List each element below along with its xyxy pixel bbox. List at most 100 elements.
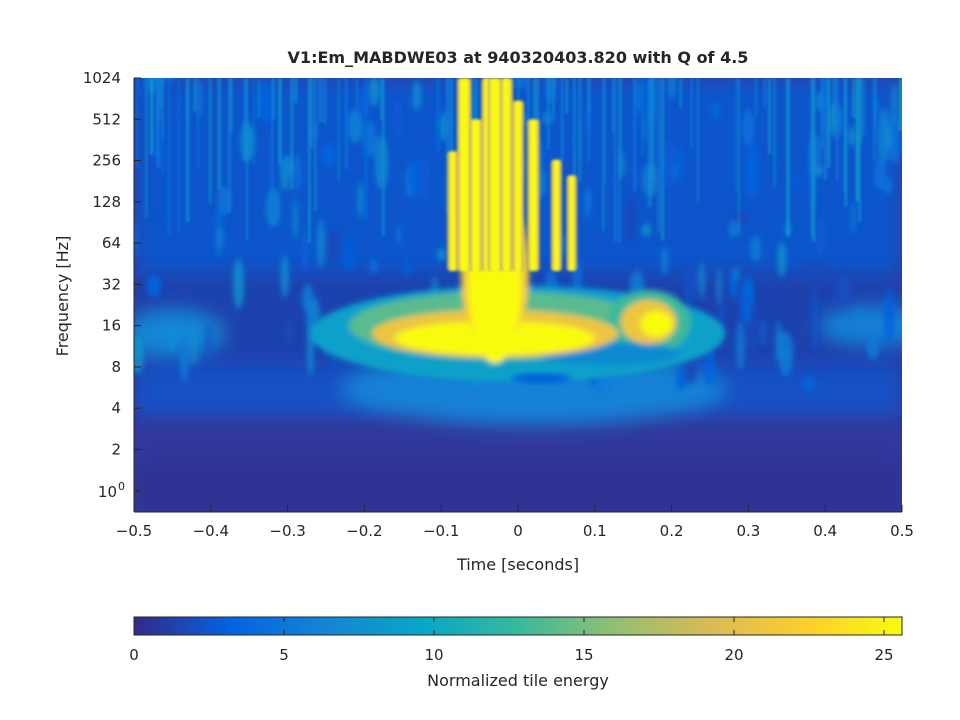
colorbar-tick-label: 20 [724, 646, 743, 664]
streak [822, 78, 826, 131]
streak [290, 78, 294, 190]
colorbar-tick-label: 25 [874, 646, 893, 664]
streak [860, 78, 863, 143]
texture-blob [883, 126, 893, 149]
streak [177, 78, 180, 234]
texture-blob [698, 261, 706, 299]
texture-blob [888, 112, 902, 165]
texture-blob [741, 109, 755, 147]
streak [844, 78, 848, 207]
texture-blob [778, 330, 794, 377]
texture-blob [392, 98, 404, 142]
texture-blob [514, 78, 528, 90]
texture-blob [166, 323, 177, 350]
x-tick-label: −0.5 [116, 522, 152, 540]
texture-blob [284, 319, 295, 345]
streak [649, 78, 652, 207]
x-tick-label: −0.3 [269, 522, 305, 540]
streak [185, 78, 190, 223]
streak [852, 78, 855, 118]
texture-blob [625, 192, 637, 243]
texture-blob [748, 301, 756, 354]
streak [228, 78, 231, 213]
streak [450, 78, 453, 180]
streak [136, 78, 139, 168]
streak [145, 78, 148, 218]
streak [470, 78, 474, 140]
streak [295, 78, 298, 103]
streak [344, 78, 348, 170]
finger-core [502, 78, 510, 272]
texture-blob [676, 367, 687, 391]
finger-core [490, 78, 500, 272]
texture-blob [137, 78, 150, 106]
texture-blob [624, 160, 639, 189]
texture-blob [673, 162, 678, 181]
texture-blob [205, 323, 212, 369]
streak [773, 78, 776, 187]
x-tick-label: −0.2 [346, 522, 382, 540]
streak [313, 78, 317, 211]
streak [618, 78, 621, 243]
chart-title: V1:Em_MABDWE03 at 940320403.820 with Q o… [288, 48, 749, 67]
texture-blob [156, 209, 161, 226]
y-tick-label: 512 [92, 110, 121, 128]
streak [898, 78, 902, 131]
texture-blob [749, 235, 762, 262]
texture-blob [891, 82, 898, 124]
y-tick-exponent: 0 [118, 480, 125, 493]
texture-blob [357, 180, 364, 220]
streak [587, 78, 590, 131]
streak [810, 78, 814, 236]
texture-blob [836, 274, 852, 302]
streak [193, 78, 196, 112]
texture-blob [719, 304, 725, 328]
texture-blob [661, 246, 669, 275]
streak [832, 78, 835, 126]
streak [633, 78, 637, 192]
streak [661, 78, 665, 241]
streak [278, 78, 282, 164]
colorbar-label: Normalized tile energy [427, 671, 609, 690]
streak [243, 78, 247, 161]
finger-core [459, 78, 469, 272]
streak [827, 78, 830, 168]
colorbar: 0 5 10 15 20 25 [129, 616, 903, 664]
x-axis-title: Time [seconds] [456, 555, 579, 574]
streak [536, 78, 540, 146]
texture-blob [710, 101, 721, 121]
streak [246, 78, 248, 241]
texture-blob [833, 288, 839, 314]
streak [604, 78, 607, 186]
texture-blob [792, 172, 799, 189]
high-frequency-streaks [136, 78, 902, 243]
texture-blob [293, 151, 302, 194]
y-tick-label: 128 [92, 193, 121, 211]
texture-blob [882, 176, 893, 195]
finger-core [450, 151, 456, 272]
x-tick-label: 0.2 [660, 522, 684, 540]
texture-blob [641, 223, 652, 237]
texture-blob [418, 154, 431, 205]
streak [560, 78, 564, 162]
texture-blob [848, 126, 857, 147]
texture-blob [803, 376, 816, 391]
side-lobe-core [640, 310, 673, 337]
texture-blob [369, 258, 379, 274]
streak [159, 78, 162, 110]
streak [763, 78, 766, 107]
streak [279, 78, 282, 174]
texture-blob [134, 336, 145, 375]
streak [820, 78, 823, 150]
x-tick-label: 0.5 [890, 522, 914, 540]
streak [154, 78, 158, 156]
streak [551, 78, 555, 120]
streak [572, 78, 576, 214]
streak [356, 78, 359, 111]
texture-blob [316, 218, 325, 269]
finger-core [553, 159, 559, 272]
streak [734, 78, 737, 191]
texture-blob [368, 78, 380, 106]
texture-blob [216, 220, 222, 259]
x-tick-label: −0.4 [193, 522, 229, 540]
